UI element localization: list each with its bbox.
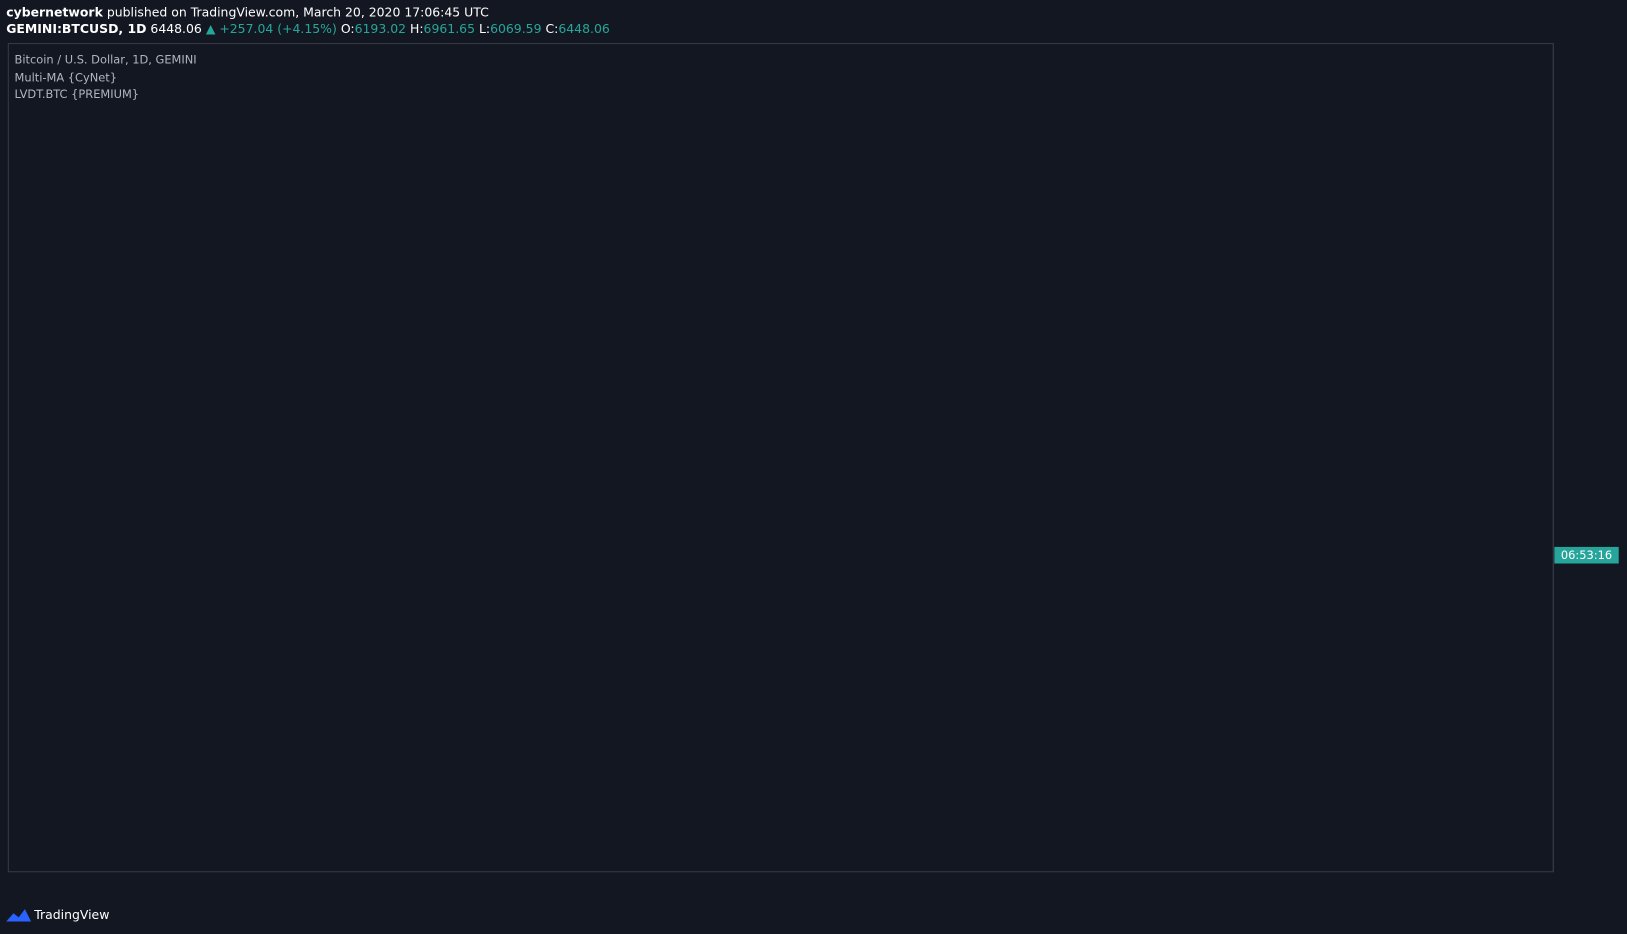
ohlc-value: 6961.65: [424, 21, 475, 36]
ohlc-label: O:: [341, 21, 355, 36]
last-price: 6448.06: [150, 21, 202, 36]
ohlc-value: 6193.02: [355, 21, 406, 36]
footer-logo: [6, 909, 32, 922]
legend-item: Multi-MA {CyNet}: [15, 70, 118, 84]
logo-icon: [6, 909, 32, 922]
countdown-box: [1554, 546, 1619, 564]
footer-brand: TradingView: [33, 907, 109, 922]
header-line-2: GEMINI:BTCUSD, 1D 6448.06 ▲ +257.04 (+4.…: [6, 21, 610, 36]
legend-item: LVDT.BTC {PREMIUM}: [15, 87, 140, 101]
legend-title: Bitcoin / U.S. Dollar, 1D, GEMINI: [15, 53, 197, 67]
ohlc-value: 6448.06: [558, 21, 610, 36]
change: ▲ +257.04 (+4.15%): [206, 21, 337, 36]
ohlc-value: 6069.59: [490, 21, 542, 36]
header-line-1: cybernetwork published on TradingView.co…: [6, 4, 489, 19]
ohlc-label: H:: [410, 21, 424, 36]
ohlc-label: L:: [479, 21, 490, 36]
symbol: GEMINI:BTCUSD, 1D: [6, 21, 146, 36]
author: cybernetwork: [6, 4, 103, 19]
published: published on TradingView.com, March 20, …: [107, 4, 489, 19]
ohlc-label: C:: [545, 21, 558, 36]
countdown: 06:53:16: [1561, 548, 1612, 562]
